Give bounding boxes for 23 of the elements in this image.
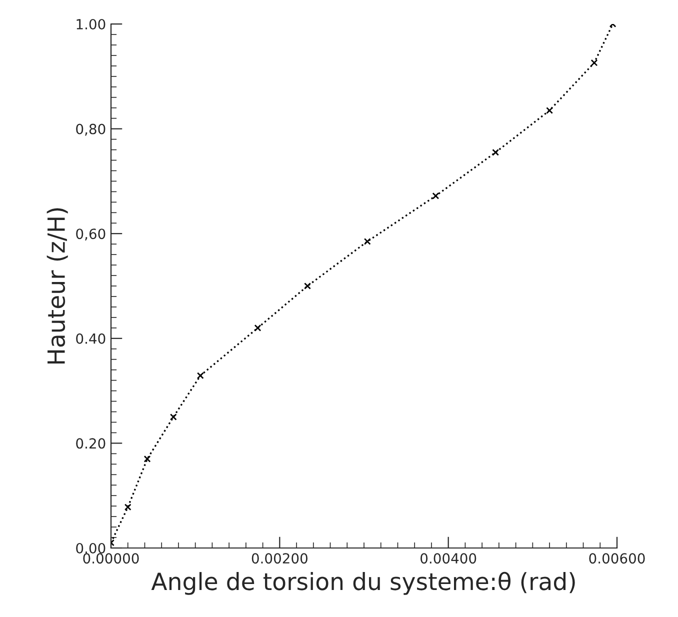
point (196, 372, 204, 380)
point (254, 324, 262, 332)
x-tick-label: 0.00400 (420, 553, 476, 564)
point (144, 455, 151, 462)
point (364, 238, 371, 245)
point (432, 192, 440, 200)
y-tick-label: 0,80 (76, 124, 106, 136)
x-tick-label: 0.00600 (589, 553, 645, 564)
point (304, 282, 311, 290)
y-tick-label: 0.20 (76, 438, 106, 449)
point (546, 106, 554, 114)
y-tick-label: 1.00 (76, 18, 106, 30)
x-axis-title: Angle de torsion du systeme:θ (rad) (151, 572, 575, 595)
x-tick-label: 0.00200 (252, 553, 308, 564)
point (492, 148, 500, 156)
y-axis-title: Hauteur (z/H) (46, 208, 68, 364)
y-tick-label: 0,60 (76, 228, 106, 240)
point (124, 504, 132, 511)
x-tick-label: 0.00000 (83, 553, 139, 564)
point (590, 59, 598, 66)
y-tick-label: 0.00 (76, 542, 106, 554)
y-tick-label: 0.40 (76, 333, 106, 344)
point (170, 414, 177, 420)
